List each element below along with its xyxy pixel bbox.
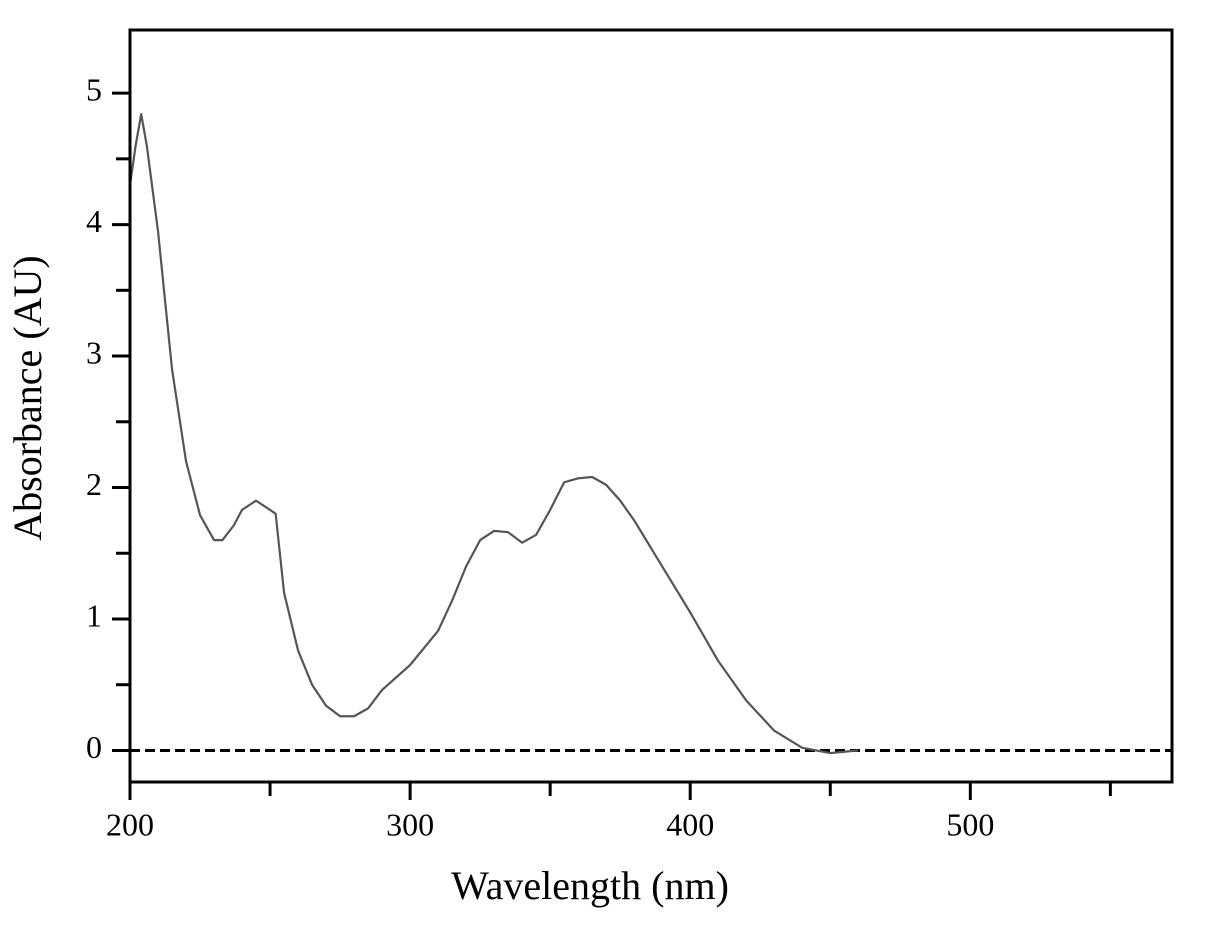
x-axis-label: Wavelength (nm) bbox=[451, 863, 729, 908]
x-tick-label: 400 bbox=[666, 806, 714, 842]
spectrum-line bbox=[128, 113, 859, 755]
y-tick-label: 4 bbox=[86, 203, 102, 239]
x-tick-label: 300 bbox=[386, 806, 434, 842]
y-tick-label: 1 bbox=[86, 597, 102, 633]
x-tick-label: 500 bbox=[946, 806, 994, 842]
y-tick-label: 0 bbox=[86, 729, 102, 765]
y-tick-label: 3 bbox=[86, 334, 102, 370]
y-tick-label: 2 bbox=[86, 466, 102, 502]
y-axis-label: Absorbance (AU) bbox=[5, 255, 50, 540]
plot-frame bbox=[128, 28, 1174, 784]
x-tick-label: 200 bbox=[106, 806, 154, 842]
y-tick-label: 5 bbox=[86, 71, 102, 107]
